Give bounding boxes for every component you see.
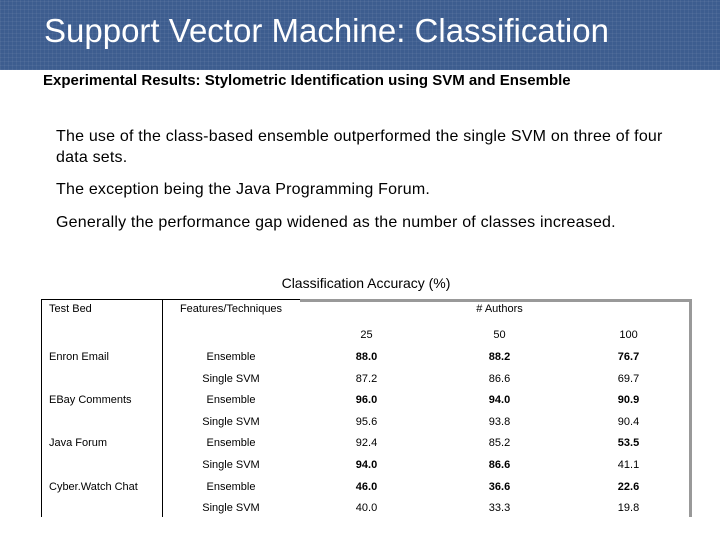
title-bar: Support Vector Machine: Classification (0, 0, 720, 70)
table-top-shadow (300, 299, 692, 302)
slide-subtitle: Experimental Results: Stylometric Identi… (43, 72, 571, 89)
table-header-row: Test Bed Features/Techniques # Authors (41, 299, 691, 325)
accuracy-cell: 88.2 (488, 350, 511, 363)
accuracy-cell: 86.6 (488, 372, 511, 385)
test-bed-cell (41, 368, 162, 390)
table-caption: Classification Accuracy (%) (281, 275, 451, 291)
accuracy-cell: 85.2 (488, 437, 511, 450)
accuracy-cell: 76.7 (617, 350, 640, 363)
paragraph-2: The exception being the Java Programming… (56, 181, 431, 198)
table-subheader-row: 25 50 100 (41, 325, 691, 347)
table-row: Single SVM 40.0 33.3 19.8 (41, 497, 691, 519)
table-row: EBay Comments Ensemble 96.0 94.0 90.9 (41, 389, 691, 411)
accuracy-cell: 41.1 (617, 458, 640, 471)
accuracy-cell: 90.4 (617, 415, 640, 428)
header-authors: # Authors (476, 303, 523, 315)
paragraph-3: Generally the performance gap widened as… (56, 214, 616, 231)
table-row: Cyber.Watch Chat Ensemble 46.0 36.6 22.6 (41, 476, 691, 498)
accuracy-cell: 94.0 (488, 394, 511, 407)
accuracy-cell: 96.0 (355, 394, 378, 407)
accuracy-cell: 86.6 (488, 458, 511, 471)
accuracy-cell: 40.0 (355, 502, 378, 515)
accuracy-cell: 92.4 (355, 437, 378, 450)
test-bed-cell: Java Forum (49, 437, 108, 450)
paragraph-1: The use of the class-based ensemble outp… (56, 128, 663, 166)
table-row: Single SVM 87.2 86.6 69.7 (41, 368, 691, 390)
table-row: Java Forum Ensemble 92.4 85.2 53.5 (41, 433, 691, 455)
test-bed-cell: Cyber.Watch Chat (49, 480, 138, 493)
table-row: Single SVM 95.6 93.8 90.4 (41, 411, 691, 433)
test-bed-cell: EBay Comments (49, 394, 132, 407)
technique-cell: Single SVM (202, 502, 260, 515)
table-right-shadow (689, 299, 692, 517)
header-test-bed: Test Bed (49, 303, 92, 315)
table-row: Single SVM 94.0 86.6 41.1 (41, 454, 691, 476)
test-bed-cell: Enron Email (49, 350, 109, 363)
technique-cell: Ensemble (206, 437, 256, 450)
test-bed-cell (41, 454, 162, 476)
table-left-border (41, 299, 42, 517)
technique-cell: Single SVM (202, 372, 260, 385)
technique-cell: Ensemble (206, 394, 256, 407)
header-col-25: 25 (360, 329, 373, 342)
header-col-50: 50 (493, 329, 506, 342)
accuracy-cell: 88.0 (355, 350, 378, 363)
technique-cell: Ensemble (206, 480, 256, 493)
accuracy-cell: 36.6 (488, 480, 511, 493)
accuracy-cell: 69.7 (617, 372, 640, 385)
table-column-divider (162, 299, 163, 517)
accuracy-cell: 87.2 (355, 372, 378, 385)
accuracy-cell: 33.3 (488, 502, 511, 515)
technique-cell: Single SVM (202, 458, 260, 471)
accuracy-cell: 19.8 (617, 502, 640, 515)
results-table: Test Bed Features/Techniques # Authors 2… (41, 299, 691, 519)
slide-title: Support Vector Machine: Classification (44, 12, 609, 49)
test-bed-cell (41, 411, 162, 433)
accuracy-cell: 93.8 (488, 415, 511, 428)
accuracy-cell: 53.5 (617, 437, 640, 450)
technique-cell: Ensemble (206, 350, 256, 363)
accuracy-cell: 46.0 (355, 480, 378, 493)
accuracy-cell: 22.6 (617, 480, 640, 493)
technique-cell: Single SVM (202, 415, 260, 428)
header-col-100: 100 (619, 329, 638, 342)
accuracy-cell: 95.6 (355, 415, 378, 428)
header-features: Features/Techniques (179, 303, 283, 315)
table-row: Enron Email Ensemble 88.0 88.2 76.7 (41, 346, 691, 368)
accuracy-cell: 90.9 (617, 394, 640, 407)
accuracy-cell: 94.0 (355, 458, 378, 471)
test-bed-cell (41, 497, 162, 519)
